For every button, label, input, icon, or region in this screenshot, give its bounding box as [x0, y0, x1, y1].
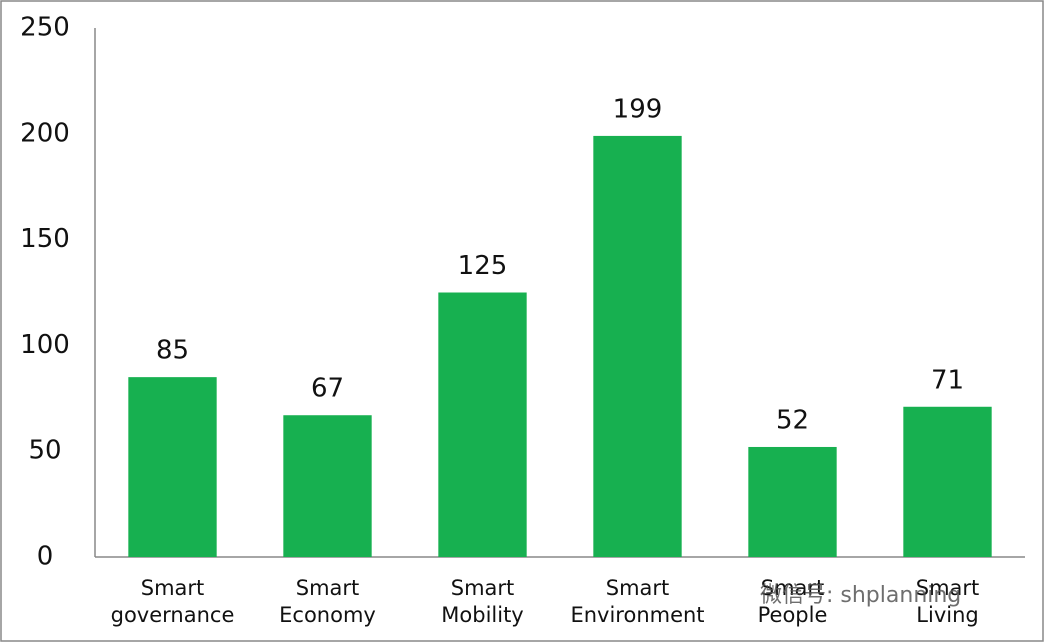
value-label: 52 [776, 405, 809, 435]
y-tick-label: 100 [20, 330, 70, 360]
value-label: 71 [931, 365, 964, 395]
y-tick-label: 200 [20, 118, 70, 148]
x-tick-label: Smart Environment [570, 576, 704, 627]
bar [748, 446, 837, 557]
y-tick-label: 50 [28, 436, 61, 466]
value-label: 125 [458, 251, 508, 281]
bar [128, 377, 217, 557]
x-tick-label: Smart People [758, 576, 828, 627]
watermark: 微信号: shplanning [760, 583, 961, 608]
bar [903, 406, 992, 557]
x-tick-label: Smart Economy [279, 576, 376, 627]
y-tick-label: 150 [20, 224, 70, 254]
bar [593, 135, 682, 557]
value-label: 199 [613, 94, 663, 124]
x-tick-label: Smart Mobility [441, 576, 523, 627]
bar [283, 415, 372, 557]
x-tick-label: Smart Living [916, 576, 980, 627]
x-tick-label: Smart governance [111, 576, 235, 627]
y-tick-label: 250 [20, 13, 70, 43]
y-tick-label: 0 [37, 542, 54, 572]
value-label: 85 [156, 336, 189, 366]
bar [438, 292, 527, 557]
value-label: 67 [311, 374, 344, 404]
